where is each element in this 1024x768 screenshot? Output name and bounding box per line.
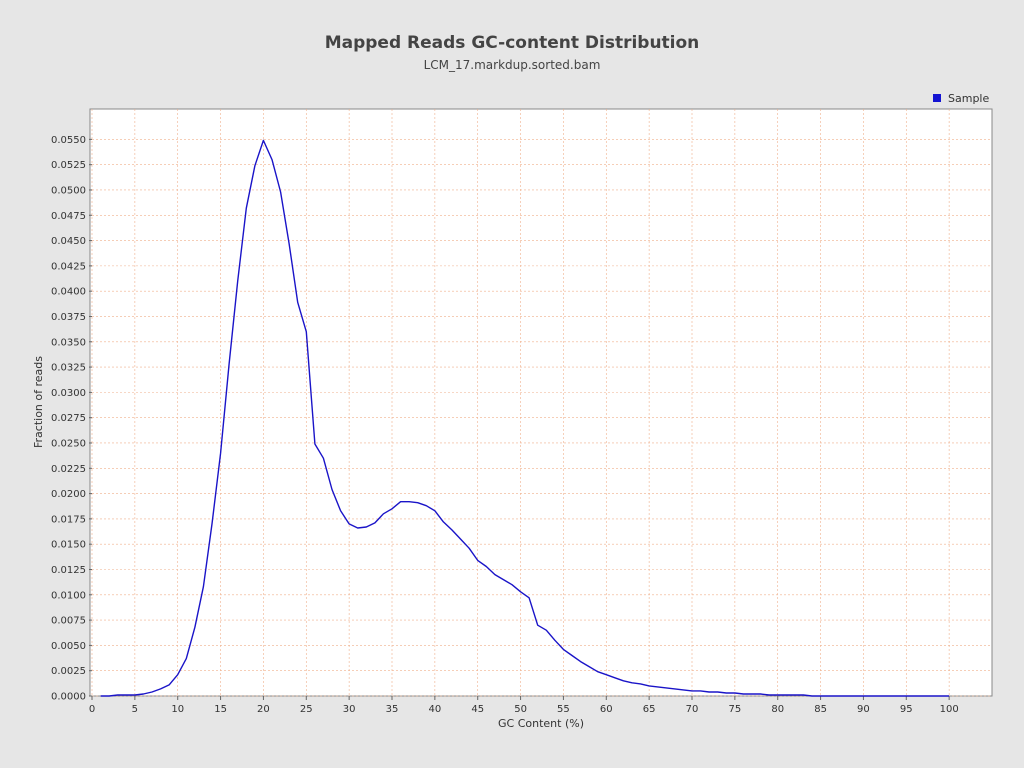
y-tick-label: 0.0025 — [51, 666, 86, 677]
chart-subtitle: LCM_17.markdup.sorted.bam — [424, 58, 601, 72]
x-tick-label: 35 — [386, 704, 399, 715]
x-tick-label: 0 — [89, 704, 95, 715]
y-tick-label: 0.0450 — [51, 236, 86, 247]
x-tick-label: 25 — [300, 704, 313, 715]
y-tick-label: 0.0500 — [51, 185, 86, 196]
y-tick-label: 0.0000 — [51, 692, 86, 703]
x-tick-label: 45 — [471, 704, 484, 715]
y-tick-label: 0.0275 — [51, 413, 86, 424]
x-tick-label: 80 — [771, 704, 784, 715]
legend-marker — [933, 94, 941, 102]
x-tick-label: 30 — [343, 704, 356, 715]
y-tick-label: 0.0350 — [51, 337, 86, 348]
series-layer — [100, 139, 950, 697]
x-tick-label: 90 — [857, 704, 870, 715]
y-tick-label: 0.0300 — [51, 388, 86, 399]
y-tick-label: 0.0375 — [51, 312, 86, 323]
y-tick-label: 0.0225 — [51, 464, 86, 475]
x-tick-label: 55 — [557, 704, 570, 715]
x-tick-label: 10 — [171, 704, 184, 715]
series-line-sample — [100, 139, 950, 697]
x-tick-label: 15 — [214, 704, 227, 715]
y-tick-label: 0.0200 — [51, 489, 86, 500]
y-tick-label: 0.0325 — [51, 363, 86, 374]
y-tick-label: 0.0250 — [51, 438, 86, 449]
x-tick-label: 5 — [132, 704, 138, 715]
y-tick-label: 0.0150 — [51, 540, 86, 551]
x-axis-label: GC Content (%) — [498, 717, 584, 730]
x-tick-label: 75 — [728, 704, 741, 715]
y-axis-label: Fraction of reads — [32, 356, 45, 448]
y-tick-label: 0.0525 — [51, 160, 86, 171]
y-tick-label: 0.0075 — [51, 616, 86, 627]
x-tick-label: 60 — [600, 704, 613, 715]
x-tick-label: 70 — [686, 704, 699, 715]
x-tick-label: 40 — [428, 704, 441, 715]
x-tick-label: 50 — [514, 704, 527, 715]
grid-lines — [91, 109, 992, 697]
y-tick-label: 0.0400 — [51, 287, 86, 298]
chart-title: Mapped Reads GC-content Distribution — [325, 33, 700, 53]
y-tick-label: 0.0425 — [51, 261, 86, 272]
y-tick-label: 0.0475 — [51, 211, 86, 222]
axis-ticks: 0 5 10 15 20 25 30 35 40 45 50 55 60 65 70 75 80 85 90 95 10… — [51, 135, 959, 715]
x-tick-label: 100 — [940, 704, 959, 715]
legend-label-sample: Sample — [948, 92, 989, 105]
x-tick-label: 85 — [814, 704, 827, 715]
x-tick-label: 95 — [900, 704, 913, 715]
y-tick-label: 0.0550 — [51, 135, 86, 146]
y-tick-label: 0.0125 — [51, 565, 86, 576]
y-tick-label: 0.0050 — [51, 641, 86, 652]
y-tick-label: 0.0100 — [51, 590, 86, 601]
plot-area — [89, 108, 993, 697]
x-tick-label: 20 — [257, 704, 270, 715]
x-tick-label: 65 — [643, 704, 656, 715]
y-tick-label: 0.0175 — [51, 514, 86, 525]
